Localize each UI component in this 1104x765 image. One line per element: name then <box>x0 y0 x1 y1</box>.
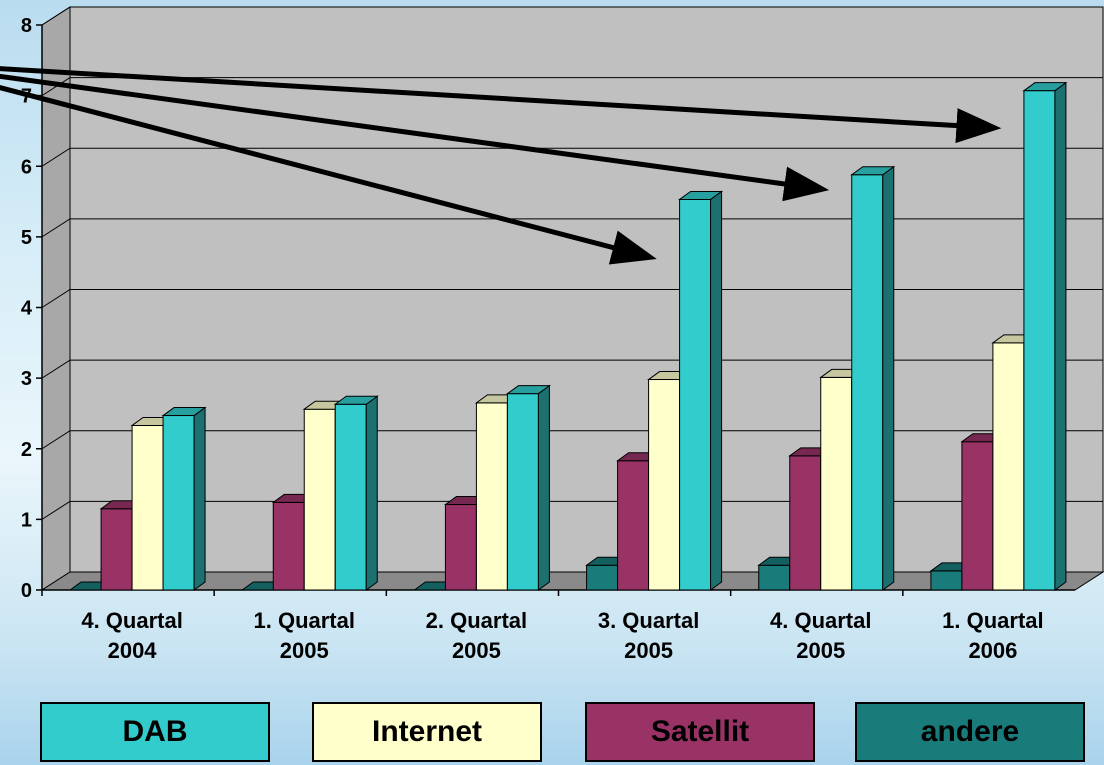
x-tick-label: 1. Quartal 2006 <box>942 608 1043 663</box>
x-tick-label: 4. Quartal 2004 <box>81 608 182 663</box>
gridline <box>41 6 1103 26</box>
y-tick-label: 8 <box>21 15 32 37</box>
gridline <box>41 289 1103 308</box>
bar-dab-5 <box>850 165 896 591</box>
x-tick-label: 3. Quartal 2005 <box>598 608 699 663</box>
gridline <box>41 218 1103 238</box>
gridline <box>41 77 1103 97</box>
legend-item-dab: DAB <box>40 702 270 762</box>
y-tick-label: 5 <box>21 227 32 249</box>
bar-dab-1 <box>161 406 207 591</box>
bar-dab-2 <box>333 395 379 591</box>
y-tick-label: 6 <box>21 156 32 178</box>
gridline <box>41 500 1103 520</box>
x-tick-label: 1. Quartal 2005 <box>254 608 355 663</box>
annotation-arrow <box>0 85 657 265</box>
y-tick-label: 4 <box>21 298 33 320</box>
annotation-arrow <box>0 73 830 202</box>
legend-item-andere: andere <box>855 702 1085 762</box>
legend-item-satellit: Satellit <box>585 702 815 762</box>
legend-item-internet: Internet <box>312 702 542 762</box>
y-tick-label: 3 <box>21 368 32 390</box>
x-tick-label: 2. Quartal 2005 <box>426 608 527 663</box>
gridline <box>41 430 1103 450</box>
y-tick-label: 1 <box>21 509 32 531</box>
annotation-arrow <box>0 66 1002 144</box>
x-tick-label: 4. Quartal 2005 <box>770 608 871 663</box>
annotation-arrows <box>0 66 1002 265</box>
gridline <box>41 359 1103 379</box>
bars <box>68 81 1068 591</box>
gridline <box>41 147 1103 167</box>
bar-dab-4 <box>678 190 724 591</box>
bar-dab-6 <box>1022 81 1068 591</box>
y-tick-label: 2 <box>21 439 32 461</box>
x-axis-labels: 4. Quartal 2004 1. Quartal 2005 2. Quartal 20… <box>41 590 1044 663</box>
bar-dab-3 <box>505 384 551 591</box>
y-tick-label: 0 <box>21 580 32 602</box>
